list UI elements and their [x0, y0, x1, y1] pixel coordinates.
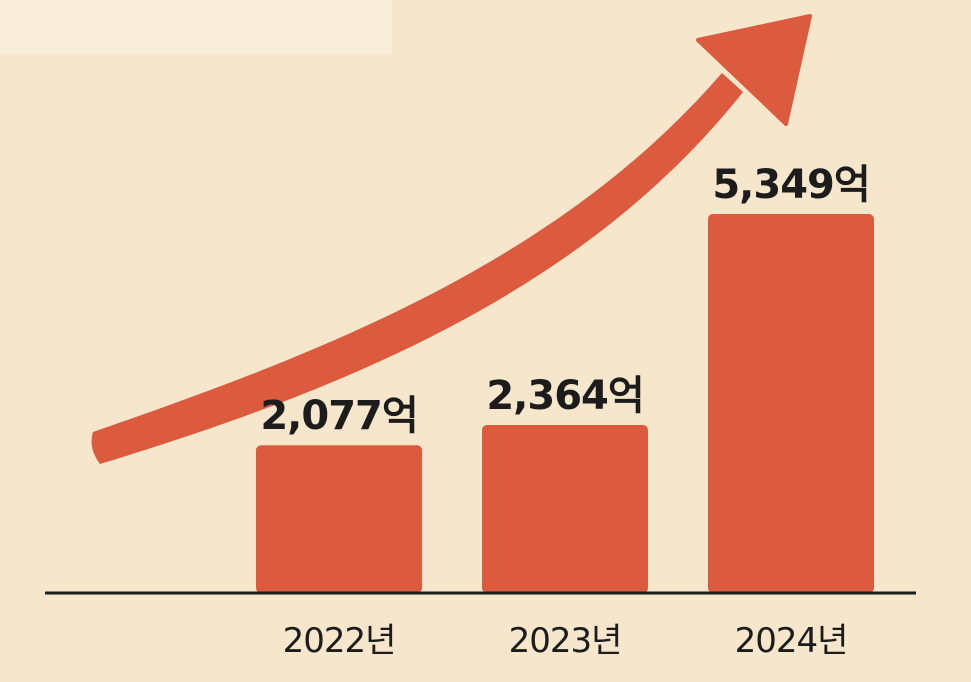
background-patch	[0, 0, 392, 55]
bar-1	[256, 445, 422, 593]
bars	[256, 214, 874, 593]
bar-3	[708, 214, 874, 593]
category-label-2: 2023년	[509, 621, 622, 661]
bar-2	[482, 424, 648, 593]
value-labels: 2,077억 2,364억 5,349억	[260, 162, 870, 439]
category-labels: 2022년 2023년 2024년	[283, 621, 849, 661]
bar-value-label-1: 2,077억	[260, 393, 417, 439]
trend-arrow-shaft	[91, 73, 743, 464]
trend-arrow-head	[696, 14, 812, 126]
bar-value-label-2: 2,364억	[486, 373, 643, 419]
trend-arrow	[91, 14, 812, 464]
category-label-3: 2024년	[735, 621, 848, 661]
category-label-1: 2022년	[283, 621, 396, 661]
bar-value-label-3: 5,349억	[712, 162, 869, 208]
